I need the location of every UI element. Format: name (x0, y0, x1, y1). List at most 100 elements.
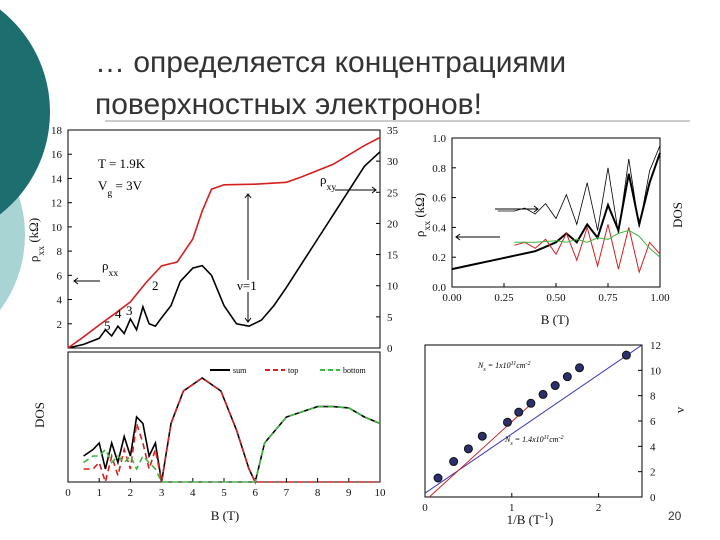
y-axis-label-part: (kΩ) (26, 218, 41, 246)
annotation-part: = 1.4x10 (513, 435, 544, 444)
y-axis-label-part: DOS (32, 402, 47, 428)
series-line (514, 224, 661, 274)
annotation-part: N (477, 361, 484, 370)
x-tick-label: 7 (284, 487, 290, 499)
x-axis-label-part: ) (549, 512, 553, 527)
decor-dark (0, 9, 50, 215)
y-tick-label: 0.4 (432, 222, 446, 234)
annotation-sup: 11 (511, 361, 517, 367)
annotation-part: cm (516, 361, 526, 370)
annotation: T = 1.9K (98, 156, 146, 171)
x-tick-label: 6 (252, 487, 258, 499)
y-tick-label: 0.2 (432, 252, 446, 264)
y-tick-label: 4 (650, 441, 656, 453)
arrow (244, 292, 252, 323)
annotation-part: 2 (152, 278, 159, 293)
y-tick-label: 12 (650, 340, 661, 352)
y-tick-label: 2 (57, 319, 63, 331)
annotation-part: ρ (102, 258, 109, 273)
y-tick-label: 10 (650, 365, 662, 377)
annotation: 5 (104, 318, 111, 333)
x-tick-label: 1.00 (650, 292, 670, 304)
series-line (497, 145, 661, 234)
point (575, 363, 585, 373)
annotation: ρxx (102, 258, 118, 279)
x-tick-label: 5 (221, 487, 227, 499)
annotation: 4 (115, 306, 122, 321)
y-axis-label-sub: xx (422, 221, 433, 231)
y-tick-label: 0.0 (432, 282, 446, 294)
series-line (67, 151, 381, 349)
x-tick-label: 2 (596, 502, 602, 514)
series-line (67, 136, 381, 349)
title-line: поверхностных электронов! (95, 88, 482, 121)
annotation: Ns = 1x1011cm-2 (477, 361, 531, 373)
y2-tick-label: 30 (387, 156, 399, 168)
arrow (244, 193, 252, 280)
annotation-part: V (98, 178, 108, 193)
y-axis-label-part: ν (672, 407, 687, 413)
x-tick-label: 1 (96, 487, 102, 499)
annotation-part: N (504, 435, 511, 444)
y2-tick-label: 15 (387, 250, 399, 262)
x-tick-label: 2 (128, 487, 134, 499)
y-axis-label: ρxx (kΩ) (412, 193, 433, 237)
annotation: Vg = 3V (98, 178, 143, 199)
y-tick-label: 6 (650, 416, 656, 428)
point (562, 372, 572, 382)
annotation-part: 5 (104, 318, 111, 333)
x-tick-label: 0 (65, 487, 71, 499)
x-tick-label: 10 (375, 487, 387, 499)
x-axis-label-part: B (T) (211, 508, 240, 523)
y-axis-label-part: ρ (26, 256, 41, 263)
y2-tick-label: 10 (387, 281, 399, 293)
legend-label: top (288, 366, 298, 375)
y-tick-label: 8 (57, 246, 63, 258)
y-axis-label: ρxx (kΩ) (26, 218, 47, 262)
series-line (514, 229, 661, 258)
y-tick-label: 16 (51, 149, 63, 161)
y-tick-label: 6 (57, 270, 63, 282)
arrow (73, 277, 100, 285)
y-tick-label: 8 (650, 391, 656, 403)
series-line (451, 152, 661, 271)
y2-axis-label-part: DOS (670, 202, 685, 228)
y2-axis-label: DOS (670, 202, 685, 228)
y-tick-label: 1.0 (432, 133, 446, 145)
y2-tick-label: 35 (387, 125, 399, 137)
y2-tick-label: 20 (387, 218, 399, 230)
x-tick-label: 0.75 (598, 292, 618, 304)
x-tick-label: 4 (190, 487, 196, 499)
annotation-sup: 11 (544, 435, 550, 441)
annotation-sub: s (510, 441, 513, 447)
point (514, 407, 524, 417)
annotation: 3 (126, 303, 133, 318)
x-axis-label-part: B (T) (541, 312, 570, 327)
y-axis-label-part: ρ (412, 231, 427, 238)
arrow (335, 186, 377, 194)
series-line (83, 377, 381, 485)
series-line (83, 405, 381, 483)
annotation-sub: xx (109, 268, 119, 279)
y-tick-label: 18 (51, 125, 63, 137)
annotation: ρxy (320, 172, 336, 193)
y2-tick-label: 25 (387, 187, 399, 199)
point (550, 381, 560, 391)
annotation-part: ν=1 (237, 278, 257, 293)
y-tick-label: 14 (51, 173, 63, 185)
y-axis-label-sub: xx (36, 246, 47, 256)
annotation-part: cm (549, 435, 559, 444)
point (433, 473, 443, 483)
point (526, 398, 536, 408)
slide-number: 20 (668, 509, 682, 523)
title-line: … определяется концентрациями (95, 46, 566, 79)
y2-tick-label: 0 (387, 343, 393, 355)
y-tick-label: 12 (51, 198, 62, 210)
arrow (495, 205, 539, 213)
point (449, 457, 459, 467)
legend-label: bottom (343, 366, 366, 375)
annotation-part: = 3V (112, 178, 142, 193)
x-tick-label: 0.00 (442, 292, 462, 304)
annotation-sup: -2 (559, 435, 564, 441)
y-axis-label: DOS (32, 402, 47, 428)
